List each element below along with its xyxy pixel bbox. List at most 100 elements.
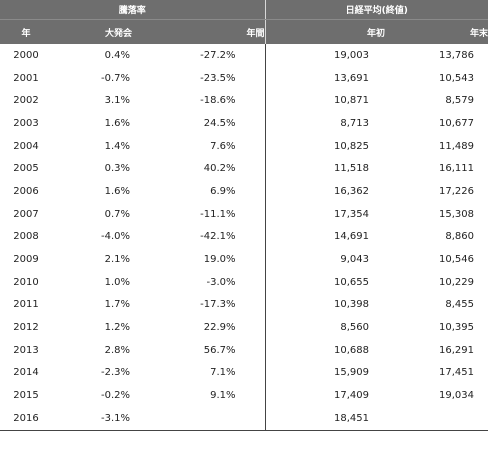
cell-year-close: 16,111 (439, 163, 475, 175)
cell-annual: -27.2% (200, 49, 236, 61)
cell-year: 2003 (13, 117, 39, 129)
cell-first-trading-day: 1.2% (104, 322, 130, 334)
cell-annual: -11.1% (200, 208, 236, 220)
table-row: 2011 1.7% -17.3% 10,398 8,455 (0, 293, 488, 317)
cell-first-trading-day: -0.7% (100, 72, 130, 84)
header-group-nikkei-close: 日経平均(終値) (264, 0, 488, 20)
table-row: 2007 0.7% -11.1% 17,354 15,308 (0, 202, 488, 226)
cell-year: 2010 (13, 276, 39, 288)
table-row: 2005 0.3% 40.2% 11,518 16,111 (0, 157, 488, 181)
table-row: 2014 -2.3% 7.1% 15,909 17,451 (0, 361, 488, 385)
cell-annual (132, 407, 265, 431)
table-row: 2016 -3.1% 18,451 (0, 407, 488, 431)
cell-annual: -42.1% (200, 231, 236, 243)
cell-first-trading-day: 1.0% (104, 276, 130, 288)
cell-first-trading-day: 0.4% (104, 49, 130, 61)
cell-year: 2004 (13, 140, 39, 152)
header-annual: 年間 (132, 19, 265, 44)
table-row: 2015 -0.2% 9.1% 17,409 19,034 (0, 384, 488, 407)
cell-year-close: 13,786 (439, 49, 475, 61)
cell-first-trading-day: 3.1% (104, 95, 130, 107)
cell-year: 2000 (13, 49, 39, 61)
cell-annual: 9.1% (210, 390, 236, 402)
nikkei-performance-table: 騰落率 日経平均(終値) 年 大発会 年間 年初 年末 2000 0.4% -27.… (0, 0, 488, 431)
cell-year-close: 8,579 (445, 95, 475, 107)
cell-year: 2012 (13, 322, 39, 334)
cell-annual: 6.9% (210, 185, 236, 197)
cell-year-open: 11,518 (264, 157, 385, 181)
cell-first-trading-day: -2.3% (100, 367, 130, 379)
table-row: 2001 -0.7% -23.5% 13,691 10,543 (0, 66, 488, 90)
cell-first-trading-day: 1.6% (104, 117, 130, 129)
cell-year: 2006 (13, 185, 39, 197)
cell-year-close: 15,308 (439, 208, 475, 220)
cell-first-trading-day: 2.8% (104, 344, 130, 356)
cell-year-open: 17,354 (264, 202, 385, 226)
table-body: 2000 0.4% -27.2% 19,003 13,786 2001 -0.7% -23.5… (0, 44, 488, 431)
table-row: 2003 1.6% 24.5% 8,713 10,677 (0, 112, 488, 135)
cell-year-open: 8,560 (264, 316, 385, 339)
cell-year-open: 10,398 (264, 293, 385, 317)
table-row: 2009 2.1% 19.0% 9,043 10,546 (0, 248, 488, 271)
cell-first-trading-day: -3.1% (52, 407, 132, 431)
cell-annual: -3.0% (206, 276, 236, 288)
header-group-change-rate: 騰落率 (0, 0, 265, 20)
table-row: 2006 1.6% 6.9% 16,362 17,226 (0, 180, 488, 203)
cell-year-close: 8,860 (445, 231, 475, 243)
cell-annual: 40.2% (203, 163, 236, 175)
cell-year-open: 8,713 (264, 112, 385, 135)
cell-year-close: 10,546 (439, 254, 475, 266)
cell-year: 2013 (13, 344, 39, 356)
cell-year-open: 16,362 (264, 180, 385, 203)
cell-year: 2001 (13, 72, 39, 84)
cell-year: 2011 (13, 299, 39, 311)
cell-year: 2002 (13, 95, 39, 107)
cell-year-open: 10,688 (264, 338, 385, 362)
cell-year-open: 10,871 (264, 89, 385, 113)
cell-year: 2009 (13, 254, 39, 266)
table-row: 2013 2.8% 56.7% 10,688 16,291 (0, 338, 488, 362)
table-row: 2012 1.2% 22.9% 8,560 10,395 (0, 316, 488, 339)
cell-year-close: 11,489 (439, 140, 475, 152)
cell-annual: -17.3% (200, 299, 236, 311)
cell-annual: 7.6% (210, 140, 236, 152)
table-row: 2002 3.1% -18.6% 10,871 8,579 (0, 89, 488, 113)
cell-year-open: 17,409 (264, 384, 385, 407)
cell-year-open: 10,825 (264, 134, 385, 158)
header-first-trading-day: 大発会 (52, 19, 132, 44)
cell-year-open: 14,691 (264, 225, 385, 249)
table-row: 2010 1.0% -3.0% 10,655 10,229 (0, 270, 488, 294)
cell-annual: 22.9% (203, 322, 236, 334)
cell-year-close: 10,229 (439, 276, 475, 288)
cell-annual: 19.0% (203, 254, 236, 266)
table-row: 2000 0.4% -27.2% 19,003 13,786 (0, 44, 488, 67)
cell-year-open: 13,691 (264, 66, 385, 90)
cell-year: 2007 (13, 208, 39, 220)
cell-year: 2008 (13, 231, 39, 243)
cell-year-open: 19,003 (264, 44, 385, 67)
cell-year: 2005 (13, 163, 39, 175)
cell-year-open: 18,451 (264, 407, 385, 431)
cell-first-trading-day: 2.1% (104, 254, 130, 266)
cell-year-close: 8,455 (445, 299, 475, 311)
cell-first-trading-day: 1.6% (104, 185, 130, 197)
table-row: 2004 1.4% 7.6% 10,825 11,489 (0, 134, 488, 158)
header-year-open: 年初 (264, 19, 385, 44)
cell-year-close: 17,451 (439, 367, 475, 379)
cell-first-trading-day: -0.2% (100, 390, 130, 402)
cell-year-close: 10,543 (439, 72, 475, 84)
cell-first-trading-day: 0.3% (104, 163, 130, 175)
cell-annual: -23.5% (200, 72, 236, 84)
cell-year-close: 19,034 (439, 390, 475, 402)
cell-year-close: 10,395 (439, 322, 475, 334)
cell-year-open: 9,043 (264, 248, 385, 271)
cell-annual: 24.5% (203, 117, 236, 129)
cell-first-trading-day: 0.7% (104, 208, 130, 220)
cell-first-trading-day: 1.7% (104, 299, 130, 311)
cell-year-open: 10,655 (264, 270, 385, 294)
cell-annual: 56.7% (203, 344, 236, 356)
table-header: 騰落率 日経平均(終値) 年 大発会 年間 年初 年末 (0, 0, 488, 44)
cell-year: 2014 (13, 367, 39, 379)
cell-year: 2016 (0, 407, 52, 431)
cell-annual: 7.1% (210, 367, 236, 379)
